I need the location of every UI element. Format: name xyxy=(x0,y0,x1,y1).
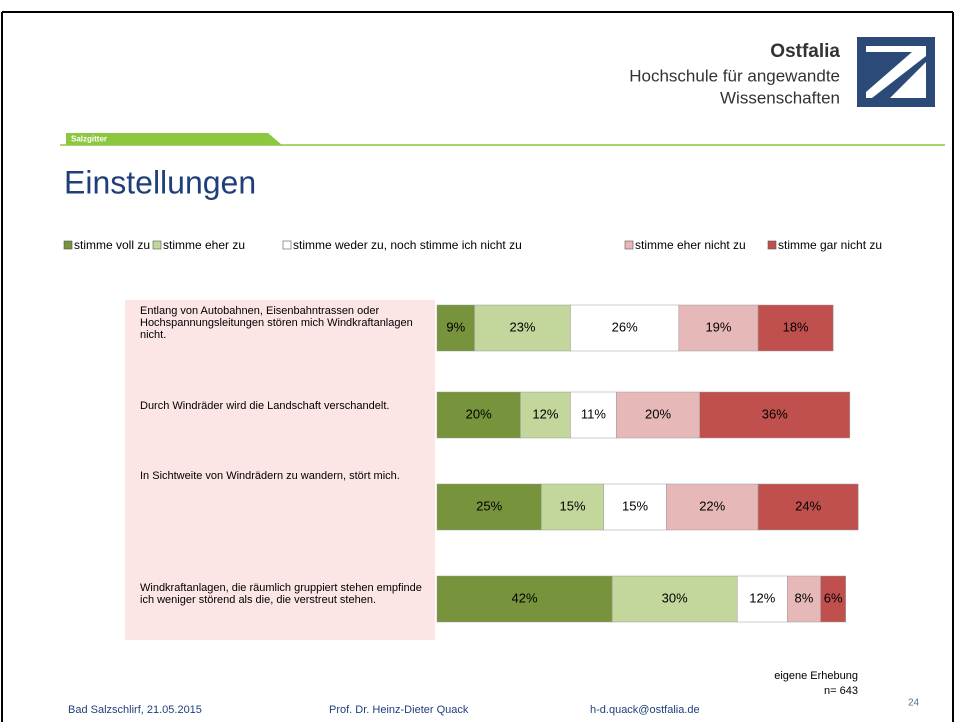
data-label: 36% xyxy=(762,406,788,421)
source: eigene Erhebung xyxy=(774,670,858,682)
data-label: 25% xyxy=(476,498,502,513)
data-label: 26% xyxy=(612,319,638,334)
bar-segment xyxy=(736,575,788,623)
data-label: 19% xyxy=(705,319,731,334)
legend-label: stimme gar nicht zu xyxy=(778,238,882,252)
data-label: 15% xyxy=(622,498,648,513)
bar-segment xyxy=(474,304,571,352)
data-label: 20% xyxy=(466,406,492,421)
footer-email: h-d.quack@ostfalia.de xyxy=(590,704,700,716)
bar-segment xyxy=(611,575,738,623)
data-label: 15% xyxy=(560,498,586,513)
category-label: In Sichtweite von Windrädern zu wandern,… xyxy=(140,470,400,482)
data-label: 22% xyxy=(699,498,725,513)
legend-swatch xyxy=(282,240,292,250)
campus-tab xyxy=(66,133,282,145)
bar-segment xyxy=(436,483,542,531)
bar-segment xyxy=(666,483,759,531)
category-label: Windkraftanlagen, die räumlich gruppiert… xyxy=(140,582,422,606)
data-label: 12% xyxy=(532,406,558,421)
bar-segment xyxy=(820,575,846,623)
bar-segment xyxy=(436,304,475,352)
bar-segment xyxy=(570,304,680,352)
legend-label: stimme eher zu xyxy=(163,238,245,252)
bar-segment xyxy=(603,483,667,531)
data-label: 20% xyxy=(645,406,671,421)
data-label: 23% xyxy=(509,319,535,334)
bar-segment xyxy=(757,483,859,531)
campus: Salzgitter xyxy=(71,135,107,144)
bar-segment xyxy=(787,575,821,623)
page-number: 24 xyxy=(908,698,920,709)
data-label: 18% xyxy=(783,319,809,334)
category-label: Entlang von Autobahnen, Eisenbahntrassen… xyxy=(140,305,413,341)
bar-segment xyxy=(699,391,851,439)
data-label: 6% xyxy=(824,590,843,605)
logo-mark xyxy=(866,46,926,98)
legend-label: stimme weder zu, noch stimme ich nicht z… xyxy=(293,238,522,252)
label-panel xyxy=(125,300,435,640)
bar-segment xyxy=(436,391,521,439)
bar-segment xyxy=(757,304,834,352)
legend-swatch xyxy=(63,240,73,250)
legend-swatch xyxy=(624,240,634,250)
sample: n= 643 xyxy=(824,685,858,697)
logo xyxy=(857,37,935,107)
footer-date: Bad Salzschlirf, 21.05.2015 xyxy=(68,704,202,716)
legend-label: stimme eher nicht zu xyxy=(635,238,746,252)
bar-segment xyxy=(436,575,613,623)
legend-swatch xyxy=(152,240,162,250)
data-label: 8% xyxy=(795,590,814,605)
title: Einstellungen xyxy=(64,164,256,200)
category-label: Durch Windräder wird die Landschaft vers… xyxy=(140,400,390,412)
footer-author: Prof. Dr. Heinz-Dieter Quack xyxy=(329,704,469,716)
bar-segment xyxy=(678,304,759,352)
bar-segment xyxy=(520,391,571,439)
data-label: 11% xyxy=(581,406,606,421)
bar-segment xyxy=(541,483,605,531)
legend-swatch xyxy=(767,240,777,250)
data-label: 12% xyxy=(749,590,775,605)
logo-line: Hochschule für angewandte xyxy=(629,66,840,85)
legend-label: stimme voll zu xyxy=(74,238,150,252)
bar-segment xyxy=(616,391,700,439)
data-label: 30% xyxy=(662,590,688,605)
data-label: 9% xyxy=(446,319,465,334)
data-label: 24% xyxy=(795,498,821,513)
data-label: 42% xyxy=(512,590,538,605)
logo-line: Wissenschaften xyxy=(720,88,840,107)
logo-name: Ostfalia xyxy=(770,41,840,62)
